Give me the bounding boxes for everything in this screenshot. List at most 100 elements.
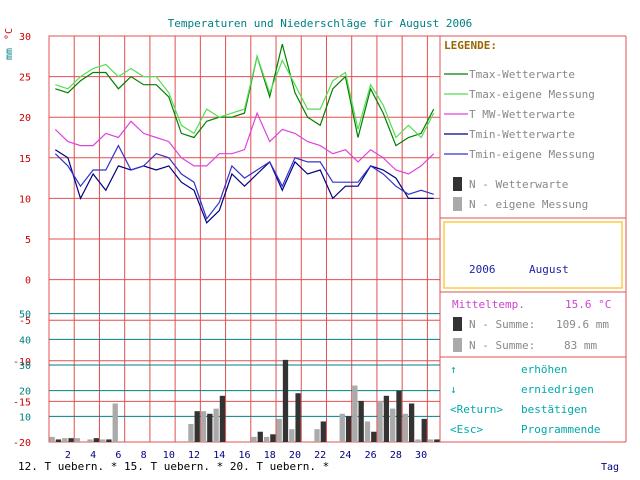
- temp-tick-label: -20: [13, 438, 31, 449]
- key-up[interactable]: ↑: [450, 363, 457, 376]
- day-tick-label: 14: [213, 450, 225, 461]
- rain-bar-own: [427, 439, 434, 442]
- rain-sum-own-value: 83 mm: [564, 339, 597, 352]
- rain-bar-ww: [55, 439, 62, 442]
- day-tick-label: 18: [264, 450, 276, 461]
- footer-status: 12. T uebern. * 15. T uebern. * 20. T ue…: [18, 460, 329, 473]
- day-tick-label: 30: [415, 450, 427, 461]
- day-tick-label: 20: [289, 450, 301, 461]
- legend-label: Tmin-Wetterwarte: [469, 128, 575, 141]
- rain-tick-label: 40: [19, 335, 31, 346]
- day-tick-label: 24: [339, 450, 351, 461]
- rain-axis: 50 40 30 20 10: [19, 310, 31, 424]
- day-tick-label: 4: [90, 450, 96, 461]
- legend-items: Tmax-Wetterwarte Tmax-eigene Messung T MW-…: [444, 68, 595, 211]
- temp-tick-label: 5: [25, 235, 31, 246]
- key-return-action: bestätigen: [521, 403, 587, 416]
- legend-label: T MW-Wetterwarte: [469, 108, 575, 121]
- rain-bar-own: [276, 418, 282, 442]
- key-up-action: erhöhen: [521, 363, 567, 376]
- grid: [49, 35, 440, 443]
- rain-bar-ww: [345, 416, 352, 442]
- tmax-ww-line: [55, 43, 435, 147]
- temp-tick-label: 0: [25, 276, 31, 287]
- rain-bar-own: [49, 436, 55, 442]
- mean-temp-label: Mitteltemp.: [452, 298, 525, 311]
- rain-bar-own: [62, 438, 68, 442]
- temperature-lines: [54, 43, 435, 224]
- rain-bar-own: [74, 438, 81, 442]
- day-tick-label: 22: [314, 450, 326, 461]
- rain-bar-own: [251, 436, 257, 442]
- rain-tick-label: 50: [19, 310, 31, 321]
- rain-bar-ww: [371, 431, 377, 442]
- rain-bar-ww: [207, 413, 213, 442]
- legend-title: LEGENDE:: [444, 39, 497, 52]
- rain-bar-ww: [219, 395, 226, 442]
- rain-sum-ww-value: 109.6 mm: [556, 318, 609, 331]
- rain-bar-ww: [68, 438, 74, 442]
- temp-tick-label: -10: [13, 357, 31, 368]
- day-axis: 2 4 6 8 10 12 14 16 18 20 22 24 26 28 30: [65, 450, 427, 461]
- rain-bar-ww: [421, 418, 427, 442]
- rain-bar-ww: [396, 390, 402, 442]
- mean-temp-value: 15.6 °C: [565, 298, 611, 311]
- rain-bar-own: [390, 408, 396, 442]
- day-tick-label: 2: [65, 450, 71, 461]
- temp-tick-label: -15: [13, 397, 31, 408]
- temp-tick-label: 10: [19, 194, 31, 205]
- key-help: ↑ erhöhen ↓ erniedrigen <Return> bestäti…: [450, 363, 600, 436]
- legend-panel: LEGENDE: Tmax-Wetterwarte Tmax-eigene Mes…: [440, 35, 627, 443]
- rain-bar-own: [352, 385, 358, 442]
- temp-unit-label: °C: [4, 28, 15, 40]
- legend-label: N - Wetterwarte: [469, 178, 568, 191]
- stats-box: Mitteltemp. 15.6 °C N - Summe: 109.6 mm …: [452, 298, 611, 352]
- day-tick-label: 10: [163, 450, 175, 461]
- rain-bar-ww: [93, 438, 99, 442]
- day-tick-label: 6: [115, 450, 121, 461]
- tmw-ww-line: [54, 111, 435, 175]
- day-tick-label: 26: [365, 450, 377, 461]
- rain-own-swatch: [453, 338, 462, 352]
- rain-bar-own: [377, 400, 383, 442]
- rain-bar-own: [213, 408, 219, 442]
- key-down[interactable]: ↓: [450, 383, 457, 396]
- rain-sum-ww-label: N - Summe:: [469, 318, 535, 331]
- legend-label: Tmax-Wetterwarte: [469, 68, 575, 81]
- rain-bar-ww: [408, 403, 415, 442]
- period-year: 2006: [469, 263, 496, 276]
- rain-bar-ww: [295, 393, 301, 442]
- temp-tick-label: -5: [19, 316, 31, 327]
- rain-bar-ww: [383, 395, 390, 442]
- rain-tick-label: 10: [19, 412, 31, 423]
- rain-bar-own: [112, 403, 118, 442]
- rain-bar-own: [87, 439, 93, 442]
- rain-bar-ww: [194, 411, 200, 442]
- x-axis-label: Tag: [601, 462, 619, 473]
- day-tick-label: 28: [390, 450, 402, 461]
- day-tick-label: 8: [141, 450, 147, 461]
- rain-bar-own: [415, 439, 421, 442]
- rain-bar-own: [200, 411, 207, 442]
- tmin-own-line: [54, 144, 434, 220]
- rain-bar-own: [314, 429, 320, 442]
- key-esc[interactable]: <Esc>: [450, 423, 483, 436]
- rain-bar-ww: [434, 439, 440, 442]
- rain-tick-label: 30: [19, 361, 31, 372]
- temp-tick-label: 30: [19, 32, 31, 43]
- key-esc-action: Programmende: [521, 423, 600, 436]
- rain-bar-own: [364, 421, 371, 442]
- legend-label: N - eigene Messung: [469, 198, 588, 211]
- day-tick-label: 12: [188, 450, 200, 461]
- legend-swatch-5: [453, 177, 462, 191]
- legend-label: Tmax-eigene Messung: [469, 88, 595, 101]
- tmax-own-line: [55, 54, 435, 139]
- rain-bar-own: [339, 413, 345, 442]
- key-return[interactable]: <Return>: [450, 403, 503, 416]
- rain-tick-label: 20: [19, 387, 31, 398]
- temp-tick-label: 15: [19, 154, 31, 165]
- legend-label: Tmin-eigene Messung: [469, 148, 595, 161]
- rain-ww-swatch: [453, 317, 462, 331]
